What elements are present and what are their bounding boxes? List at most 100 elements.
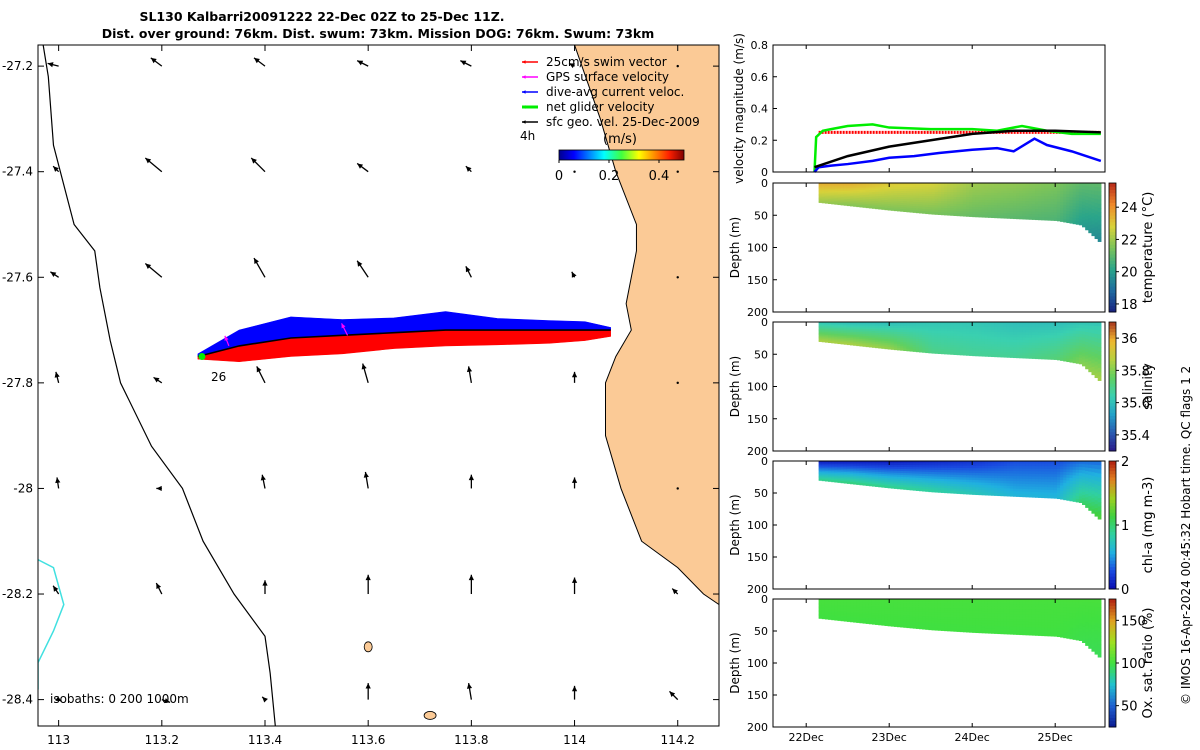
heatmap-cell — [875, 599, 879, 602]
heatmap-cell — [915, 334, 920, 338]
heatmap-cell — [862, 193, 867, 196]
heatmap-cell — [981, 615, 986, 619]
heatmap-cell — [843, 336, 848, 339]
y-tick-label: 0.2 — [751, 134, 769, 147]
heatmap-cell — [859, 194, 864, 198]
heatmap-cell — [969, 324, 973, 328]
heatmap-cell — [821, 469, 826, 472]
heatmap-cell — [884, 472, 889, 475]
heatmap-cell — [1050, 322, 1055, 326]
heatmap-cell — [1066, 477, 1071, 482]
heatmap-cell — [1085, 325, 1089, 330]
heatmap-cell — [944, 601, 948, 605]
heatmap-cell — [1088, 503, 1093, 508]
heatmap-cell — [1016, 208, 1020, 212]
heatmap-cell — [931, 627, 936, 631]
heatmap-cell — [1085, 202, 1089, 207]
heatmap-cell — [1072, 339, 1077, 343]
heatmap-cell — [1035, 481, 1039, 485]
heatmap-cell — [903, 619, 908, 622]
heatmap-cell — [846, 480, 851, 483]
heatmap-cell — [1053, 468, 1058, 473]
geo-vector — [144, 157, 163, 173]
colorbar-segment — [1109, 234, 1116, 239]
heatmap-cell — [1047, 322, 1052, 326]
y-axis-label: Depth (m) — [728, 217, 742, 278]
heatmap-cell — [966, 322, 970, 325]
heatmap-cell — [975, 461, 980, 464]
heatmap-cell — [1094, 496, 1099, 501]
heatmap-cell — [969, 625, 973, 628]
heatmap-cell — [1078, 496, 1083, 501]
heatmap-cell — [1091, 501, 1096, 507]
heatmap-cell — [940, 472, 945, 476]
heatmap-cell — [966, 190, 970, 194]
heatmap-cell — [900, 330, 904, 333]
heatmap-cell — [1009, 200, 1014, 204]
heatmap-cell — [1063, 346, 1067, 351]
heatmap-cell — [1050, 204, 1055, 208]
heatmap-cell — [1060, 466, 1064, 470]
heatmap-cell — [1088, 225, 1093, 230]
heatmap-cell — [997, 463, 1002, 467]
heatmap-cell — [997, 344, 1002, 348]
heatmap-cell — [987, 207, 992, 211]
heatmap-cell — [947, 201, 951, 205]
heatmap-cell — [846, 606, 851, 610]
heatmap-cell — [918, 620, 923, 623]
heatmap-cell — [881, 199, 886, 203]
heatmap-cell — [821, 601, 826, 604]
heatmap-cell — [868, 184, 873, 188]
heatmap-cell — [1041, 348, 1046, 352]
heatmap-cell — [1060, 196, 1064, 201]
heatmap-cell — [890, 331, 895, 335]
heatmap-cell — [818, 328, 823, 331]
heatmap-cell — [856, 605, 861, 608]
heatmap-cell — [897, 190, 901, 194]
heatmap-cell — [837, 473, 842, 476]
heatmap-cell — [853, 464, 857, 467]
heatmap-cell — [962, 343, 967, 347]
heatmap-cell — [1047, 468, 1052, 473]
heatmap-cell — [903, 609, 908, 612]
heatmap-cell — [978, 606, 983, 610]
heatmap-cell — [893, 323, 898, 327]
heatmap-cell — [821, 192, 826, 195]
heatmap-cell — [859, 467, 864, 471]
heatmap-cell — [1022, 494, 1027, 498]
heatmap-cell — [897, 204, 901, 208]
heatmap-cell — [859, 609, 864, 612]
heatmap-cell — [859, 322, 864, 325]
heatmap-cell — [884, 612, 889, 615]
heatmap-cell — [893, 335, 898, 339]
heatmap-cell — [934, 196, 939, 200]
colorbar-segment — [1109, 392, 1116, 397]
heatmap-cell — [821, 614, 826, 617]
heatmap-cell — [950, 322, 955, 325]
colorbar-segment — [1109, 360, 1116, 365]
heatmap-cell — [1009, 481, 1014, 485]
heatmap-cell — [1006, 475, 1011, 480]
heatmap-cell — [853, 613, 857, 617]
heatmap-cell — [843, 619, 848, 622]
heatmap-cell — [984, 461, 989, 465]
colorbar-segment — [1109, 192, 1116, 197]
colorbar-segment — [1109, 266, 1116, 271]
heatmap-cell — [969, 620, 973, 624]
heatmap-cell — [1050, 471, 1055, 475]
heatmap-cell — [837, 328, 842, 331]
heatmap-cell — [875, 322, 879, 325]
heatmap-cell — [1041, 489, 1046, 493]
heatmap-cell — [947, 351, 951, 355]
heatmap-cell — [884, 464, 889, 468]
heatmap-cell — [966, 348, 970, 352]
geo-vector-head — [251, 157, 257, 164]
heatmap-cell — [1066, 480, 1071, 484]
heatmap-cell — [1078, 484, 1083, 489]
heatmap-cell — [978, 468, 983, 472]
heatmap-cell — [928, 618, 933, 622]
heatmap-cell — [853, 199, 857, 202]
heatmap-cell — [853, 602, 857, 605]
heatmap-cell — [1078, 463, 1083, 468]
